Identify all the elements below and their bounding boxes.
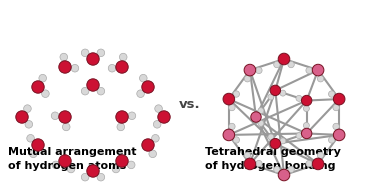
- Circle shape: [117, 123, 124, 131]
- Circle shape: [59, 61, 71, 73]
- Circle shape: [32, 81, 44, 93]
- Circle shape: [233, 137, 240, 143]
- Circle shape: [244, 64, 256, 76]
- Circle shape: [81, 87, 89, 95]
- Circle shape: [233, 91, 240, 97]
- Circle shape: [278, 53, 290, 65]
- Circle shape: [258, 108, 264, 114]
- Circle shape: [328, 137, 335, 143]
- Circle shape: [142, 81, 154, 93]
- Circle shape: [256, 160, 262, 167]
- Circle shape: [59, 155, 71, 167]
- Circle shape: [87, 165, 99, 177]
- Circle shape: [39, 74, 46, 82]
- Circle shape: [229, 104, 235, 111]
- Circle shape: [60, 53, 68, 61]
- Circle shape: [306, 160, 312, 167]
- Circle shape: [32, 139, 44, 151]
- Circle shape: [119, 53, 127, 61]
- Circle shape: [302, 95, 312, 106]
- Circle shape: [333, 123, 339, 130]
- Circle shape: [244, 152, 250, 158]
- Circle shape: [274, 61, 280, 68]
- Circle shape: [128, 112, 136, 120]
- Circle shape: [112, 165, 120, 173]
- Circle shape: [62, 123, 70, 131]
- Circle shape: [140, 74, 147, 82]
- Circle shape: [333, 104, 339, 111]
- Text: Mutual arrangement
of hydrogen atoms: Mutual arrangement of hydrogen atoms: [8, 147, 136, 171]
- Circle shape: [87, 79, 99, 91]
- Circle shape: [52, 161, 60, 169]
- Circle shape: [270, 138, 280, 149]
- Circle shape: [296, 133, 302, 139]
- Circle shape: [97, 49, 105, 57]
- Circle shape: [71, 64, 79, 72]
- Circle shape: [116, 61, 128, 73]
- Circle shape: [333, 129, 345, 141]
- Circle shape: [244, 76, 250, 82]
- Text: vs.: vs.: [179, 98, 201, 111]
- Circle shape: [333, 93, 345, 105]
- Circle shape: [155, 105, 162, 112]
- Circle shape: [280, 138, 286, 144]
- Circle shape: [256, 67, 262, 74]
- Circle shape: [306, 67, 312, 74]
- Circle shape: [152, 135, 159, 142]
- Circle shape: [270, 85, 280, 96]
- Circle shape: [303, 122, 309, 129]
- Text: Tetrahedral geometry
of hydrogen bonding: Tetrahedral geometry of hydrogen bonding: [205, 147, 341, 171]
- Circle shape: [81, 49, 89, 57]
- Circle shape: [59, 111, 71, 123]
- Circle shape: [30, 150, 37, 158]
- Circle shape: [274, 166, 280, 173]
- Circle shape: [97, 87, 105, 95]
- Circle shape: [223, 93, 235, 105]
- Circle shape: [317, 152, 324, 158]
- Circle shape: [81, 173, 89, 181]
- Circle shape: [288, 166, 294, 173]
- Circle shape: [149, 150, 156, 158]
- Circle shape: [16, 111, 28, 123]
- Circle shape: [27, 135, 34, 142]
- Circle shape: [317, 76, 324, 82]
- Circle shape: [158, 111, 170, 123]
- Circle shape: [244, 158, 256, 170]
- Circle shape: [116, 155, 128, 167]
- Circle shape: [128, 161, 135, 169]
- Circle shape: [302, 128, 312, 139]
- Circle shape: [296, 95, 302, 101]
- Circle shape: [303, 105, 309, 112]
- Circle shape: [25, 121, 33, 128]
- Circle shape: [137, 90, 144, 98]
- Circle shape: [97, 173, 105, 181]
- Circle shape: [251, 112, 261, 122]
- Circle shape: [288, 61, 294, 68]
- Circle shape: [42, 90, 49, 98]
- Circle shape: [278, 169, 290, 181]
- Circle shape: [87, 53, 99, 65]
- Circle shape: [312, 64, 324, 76]
- Circle shape: [116, 111, 128, 123]
- Circle shape: [51, 112, 59, 120]
- Circle shape: [280, 90, 286, 96]
- Circle shape: [258, 120, 264, 126]
- Circle shape: [268, 134, 274, 140]
- Circle shape: [24, 105, 31, 112]
- Circle shape: [223, 129, 235, 141]
- Circle shape: [142, 139, 154, 151]
- Circle shape: [153, 121, 161, 128]
- Circle shape: [67, 165, 75, 173]
- Circle shape: [328, 91, 335, 97]
- Circle shape: [108, 64, 116, 72]
- Circle shape: [312, 158, 324, 170]
- Circle shape: [268, 94, 274, 100]
- Circle shape: [229, 123, 235, 130]
